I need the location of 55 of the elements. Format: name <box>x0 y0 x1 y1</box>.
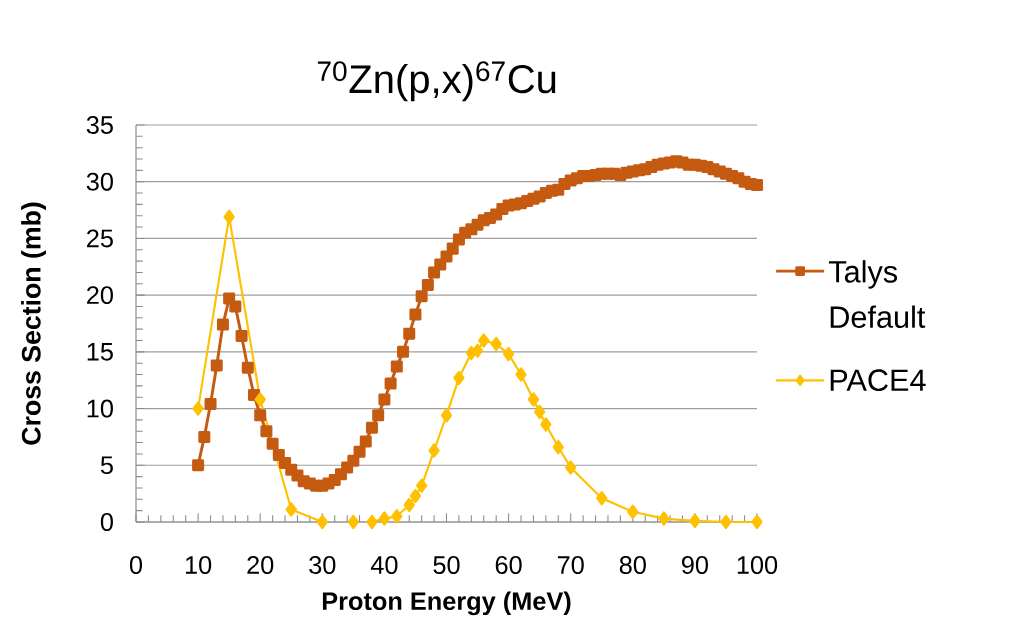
x-tick-label: 80 <box>619 556 646 574</box>
x-tick-label: 40 <box>370 556 398 574</box>
point <box>533 404 546 420</box>
y-tick-label: 15 <box>87 343 113 361</box>
legend-label: PACE4 <box>830 369 926 392</box>
point <box>316 514 328 530</box>
x-tick-label: 10 <box>185 556 212 574</box>
y-tick-label: 35 <box>86 116 113 134</box>
point <box>415 478 428 493</box>
point <box>658 511 670 526</box>
point <box>627 504 639 519</box>
point <box>552 439 564 455</box>
point <box>751 514 763 530</box>
legend-label: Talys Default <box>828 260 926 328</box>
point <box>409 488 422 504</box>
y-axis-title: Cross Section (mb) <box>21 202 46 445</box>
point <box>254 392 266 407</box>
x-tick-label: 30 <box>309 556 336 574</box>
point <box>378 511 391 526</box>
point <box>596 490 608 506</box>
x-tick-label: 90 <box>682 556 708 574</box>
point <box>223 209 235 225</box>
y-tick-label: 20 <box>87 286 113 305</box>
point <box>502 346 515 362</box>
point <box>403 497 415 513</box>
point <box>515 367 527 382</box>
point <box>565 460 577 475</box>
point <box>366 514 378 530</box>
point <box>540 417 552 432</box>
x-axis-title: Proton Energy (MeV) <box>322 591 571 616</box>
point <box>192 401 204 416</box>
y-tick-label: 5 <box>100 456 113 475</box>
y-tick-label: 30 <box>86 172 113 191</box>
y-tick-label: 25 <box>87 229 113 248</box>
point <box>720 514 732 530</box>
x-tick-label: 0 <box>129 556 143 574</box>
point <box>490 336 502 352</box>
point <box>428 443 440 458</box>
point <box>471 343 484 358</box>
y-tick-label: 10 <box>87 399 113 418</box>
x-tick-label: 20 <box>247 556 274 574</box>
point <box>527 392 540 407</box>
point <box>285 502 297 517</box>
y-tick-label: 0 <box>100 513 113 531</box>
chart-title: $^{70}$Zn(p,x)$^{67}$Cu <box>317 61 556 102</box>
x-tick-label: 100 <box>737 556 778 574</box>
point <box>347 514 360 530</box>
point <box>391 509 403 524</box>
x-tick-label: 70 <box>557 556 584 574</box>
point <box>440 408 453 423</box>
point <box>478 333 490 348</box>
point <box>689 513 701 529</box>
point <box>453 370 465 386</box>
x-tick-label: 60 <box>495 556 522 574</box>
x-tick-label: 50 <box>433 556 460 574</box>
